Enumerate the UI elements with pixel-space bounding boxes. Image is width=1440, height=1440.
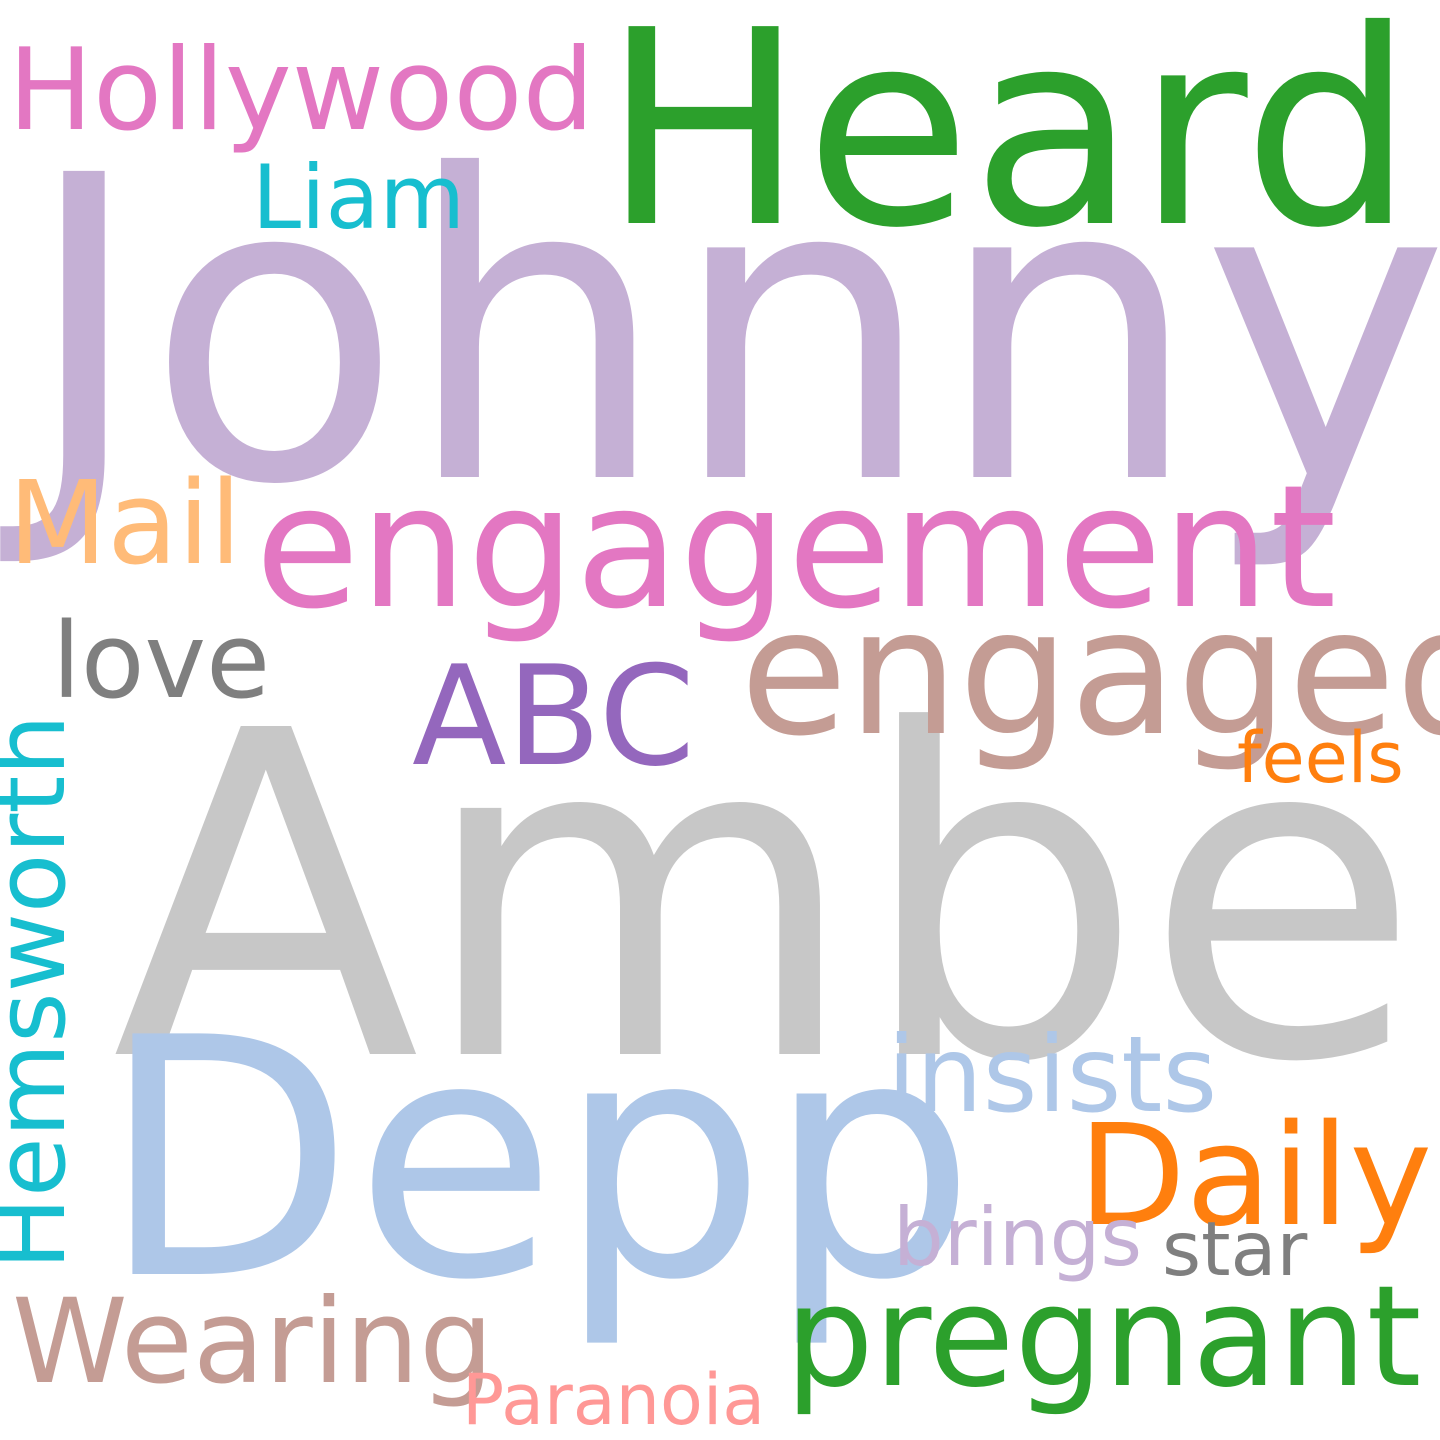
word-abc: ABC	[412, 648, 695, 786]
word-hemsworth: Hemsworth	[0, 714, 79, 1270]
word-mail: Mail	[8, 467, 242, 582]
word-love: love	[52, 609, 270, 713]
word-brings: brings	[893, 1198, 1142, 1278]
word-insists: insists	[887, 1023, 1217, 1128]
word-pregnant: pregnant	[785, 1268, 1422, 1408]
word-liam: Liam	[252, 154, 465, 242]
word-feels: feels	[1237, 723, 1404, 793]
word-star: star	[1162, 1212, 1307, 1287]
word-hollywood: Hollywood	[8, 34, 594, 147]
word-wearing: Wearing	[12, 1283, 494, 1400]
word-heard: Heard	[602, 0, 1414, 265]
word-paranoia: Paranoia	[462, 1365, 765, 1435]
